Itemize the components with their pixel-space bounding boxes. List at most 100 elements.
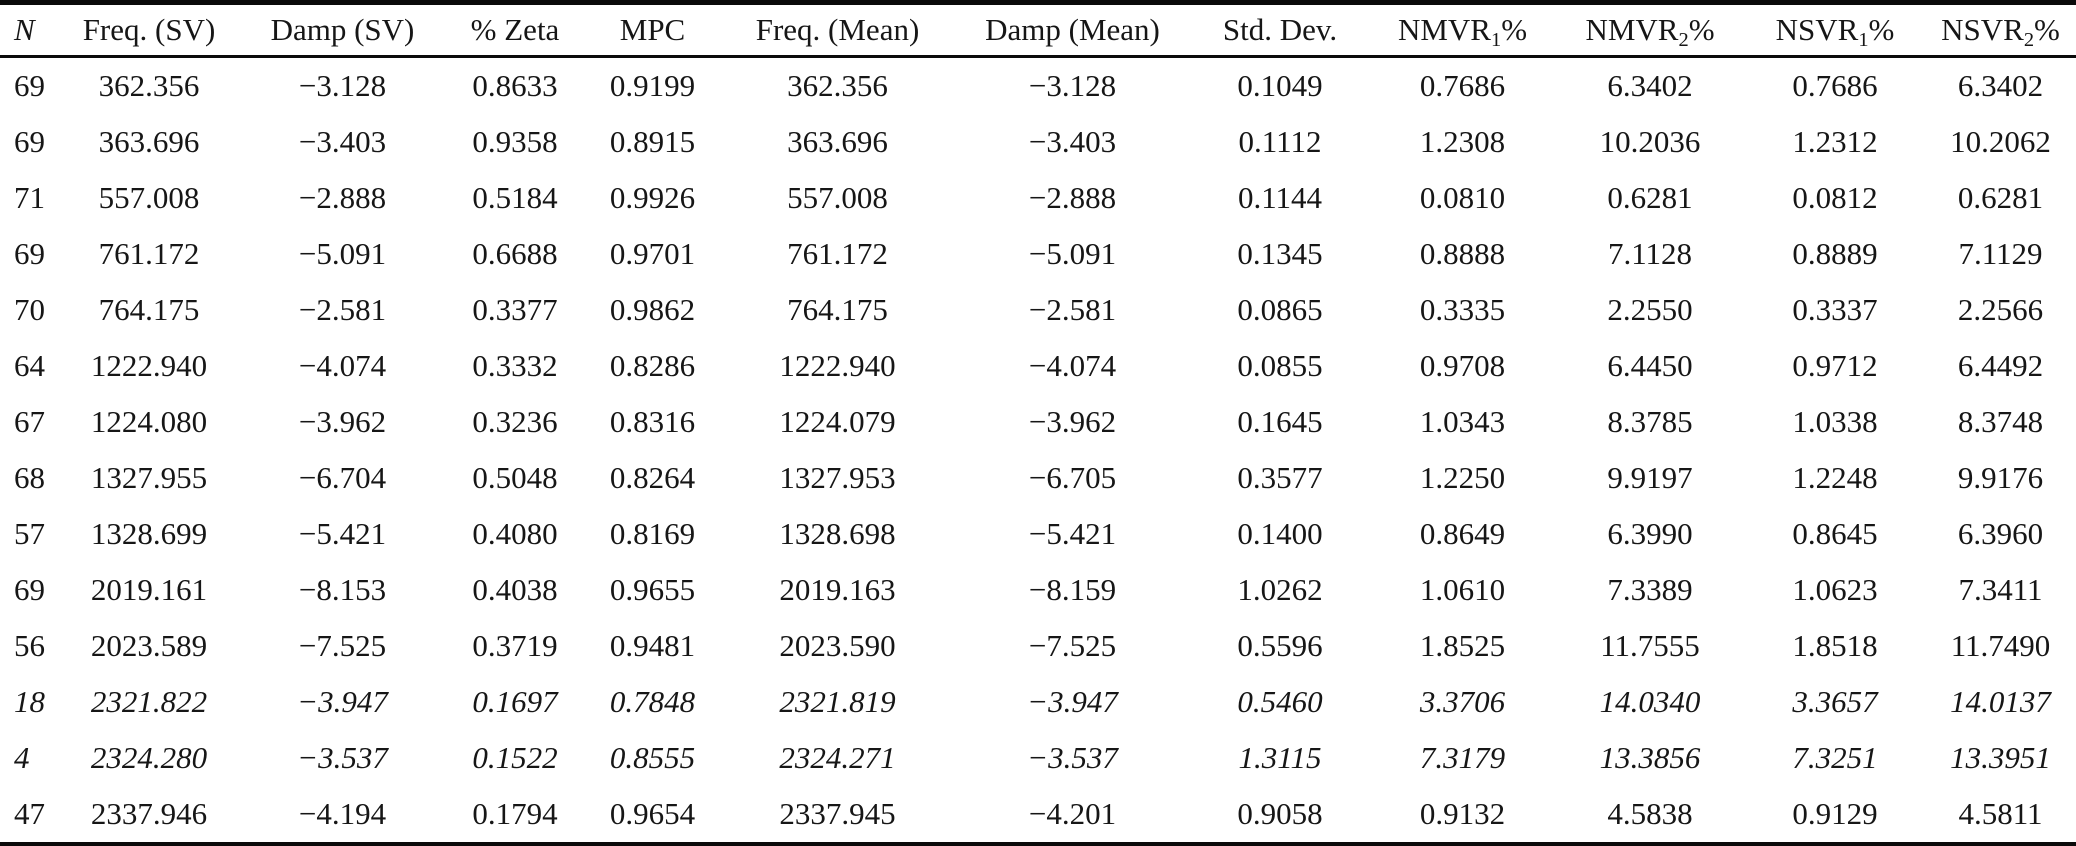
table-cell: 0.1794	[472, 796, 558, 831]
table-cell: −5.091	[1028, 236, 1117, 271]
column-header-zeta: % Zeta	[445, 3, 585, 57]
table-cell: 7.3179	[1419, 740, 1506, 775]
table-cell: 56	[14, 628, 45, 663]
table-cell: 1328.699	[90, 516, 208, 551]
table-cell: 9.9197	[1607, 460, 1693, 495]
table-cell: 0.7848	[609, 684, 696, 719]
table-cell: 14.0340	[1599, 684, 1701, 719]
table-cell: 0.9129	[1792, 796, 1878, 831]
table-cell: 1.8518	[1792, 628, 1878, 663]
table-cell: −4.074	[298, 348, 387, 383]
table-cell: 0.8633	[472, 68, 558, 103]
table-cell: −7.525	[1028, 628, 1117, 663]
table-cell: 0.1144	[1237, 180, 1323, 215]
table-cell: −3.128	[1028, 68, 1117, 103]
column-header-label: % Zeta	[470, 12, 560, 47]
table-cell: 0.5460	[1237, 684, 1323, 719]
table-cell: 1.2250	[1419, 460, 1506, 495]
table-cell: 363.696	[787, 124, 888, 159]
column-header-subscript: 1	[1858, 28, 1869, 51]
column-header-label: MPC	[619, 12, 686, 47]
column-header-unit: %	[1868, 12, 1895, 47]
table-cell: 0.9654	[609, 796, 696, 831]
table-cell: 11.7555	[1600, 628, 1700, 663]
table-cell: 7.3251	[1792, 740, 1878, 775]
table-cell: 2321.822	[90, 684, 208, 719]
table-cell: 362.356	[787, 68, 888, 103]
table-cell: 2019.161	[90, 572, 208, 607]
table-cell: 0.4038	[472, 572, 558, 607]
table-cell: 363.696	[98, 124, 200, 159]
table-cell: 0.1697	[472, 684, 558, 719]
table-cell: 4.5811	[1958, 796, 2043, 831]
table-cell: 0.0865	[1237, 292, 1323, 327]
column-header-nsvr1: NSVR1%	[1745, 3, 1925, 57]
table-cell: 13.3951	[1950, 740, 2051, 775]
table-cell: 0.8649	[1419, 516, 1506, 551]
table-cell: 0.1400	[1237, 516, 1323, 551]
table-cell: 10.2062	[1950, 124, 2051, 159]
table-cell: 3.3657	[1792, 684, 1878, 719]
table-cell: 13.3856	[1599, 740, 1701, 775]
table-cell: 2324.280	[90, 740, 208, 775]
table-cell: 2.2566	[1957, 292, 2044, 327]
column-header-mpc: MPC	[585, 3, 720, 57]
table-cell: 6.3960	[1957, 516, 2044, 551]
table-cell: −3.962	[298, 404, 387, 439]
column-header-std-dev: Std. Dev.	[1190, 3, 1370, 57]
table-cell: 0.6281	[1957, 180, 2044, 215]
table-cell: 2019.163	[779, 572, 896, 607]
table-cell: −6.705	[1028, 460, 1117, 495]
header-row: N Freq. (SV) Damp (SV) % Zeta MPC Freq. (Mean…	[0, 3, 2076, 57]
column-header-label: Freq. (Mean)	[755, 12, 920, 47]
table-cell: −3.537	[297, 740, 388, 775]
table-cell: 69	[14, 236, 45, 271]
column-header-nmvr2: NMVR2%	[1555, 3, 1745, 57]
table-cell: 0.7686	[1419, 68, 1506, 103]
table-cell: 0.9481	[609, 628, 696, 663]
column-header-label: Std. Dev.	[1222, 12, 1338, 47]
table-cell: 0.3332	[472, 348, 558, 383]
column-header-freq-sv: Freq. (SV)	[58, 3, 240, 57]
table-row: 68 1327.955 −6.704 0.5048 0.8264 1327.953 −6.7…	[0, 450, 2076, 506]
table-cell: −3.403	[1028, 124, 1117, 159]
table-cell: −8.159	[1028, 572, 1117, 607]
table-cell: 4.5838	[1607, 796, 1693, 831]
table-cell: 11.7490	[1950, 628, 2051, 663]
table-cell: −5.091	[298, 236, 387, 271]
table-cell: 0.9862	[609, 292, 696, 327]
table-cell: 0.1522	[472, 740, 558, 775]
table-cell: 0.9712	[1792, 348, 1878, 383]
table-cell: 2023.590	[779, 628, 896, 663]
table-row: 69 363.696 −3.403 0.9358 0.8915 363.696 −3.403…	[0, 114, 2076, 170]
table-cell: 7.1128	[1607, 236, 1693, 271]
table-cell: 2337.946	[90, 796, 208, 831]
table-row: 71 557.008 −2.888 0.5184 0.9926 557.008 −2.888…	[0, 170, 2076, 226]
table-cell: 7.3389	[1607, 572, 1693, 607]
table-cell: 2.2550	[1607, 292, 1693, 327]
table-cell: 0.1112	[1238, 124, 1322, 159]
table-cell: 0.8888	[1419, 236, 1506, 271]
table-cell: 0.9358	[472, 124, 558, 159]
table-cell: −3.403	[298, 124, 387, 159]
table-cell: 0.9199	[609, 68, 696, 103]
table-row: 4 2324.280 −3.537 0.1522 0.8555 2324.271 −3.53…	[0, 730, 2076, 786]
table-cell: 362.356	[98, 68, 200, 103]
table-cell: 14.0137	[1950, 684, 2051, 719]
table-cell: 1222.940	[90, 348, 208, 383]
table-cell: 0.3236	[472, 404, 558, 439]
table-cell: 1224.080	[90, 404, 208, 439]
table-cell: 0.9708	[1419, 348, 1506, 383]
table-cell: 0.9655	[609, 572, 696, 607]
table-cell: 18	[14, 684, 45, 719]
table-cell: 6.4450	[1607, 348, 1693, 383]
table-cell: 6.3402	[1957, 68, 2044, 103]
table-cell: 557.008	[98, 180, 200, 215]
table-cell: 0.0810	[1419, 180, 1506, 215]
table-cell: 0.9058	[1237, 796, 1323, 831]
table-cell: 0.3377	[472, 292, 558, 327]
table-cell: 67	[14, 404, 45, 439]
table-cell: −2.888	[298, 180, 387, 215]
table-cell: 6.3402	[1607, 68, 1693, 103]
